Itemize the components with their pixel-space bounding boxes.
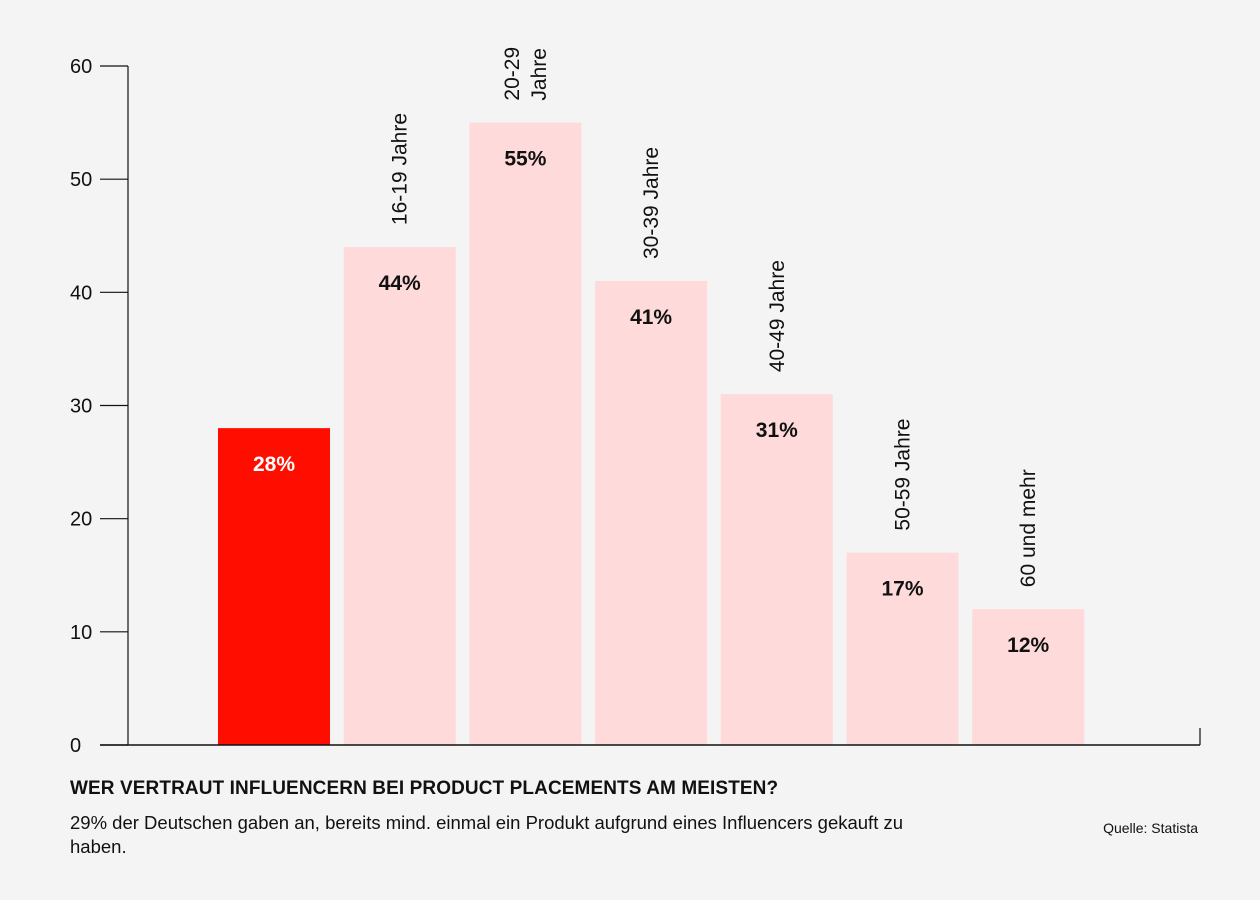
category-label: 20-29 Jahre xyxy=(501,47,551,101)
bar-value-label: 44% xyxy=(379,272,421,295)
category-label: 16-19 Jahre xyxy=(389,113,412,225)
chart-title: WER VERTRAUT INFLUENCERN BEI PRODUCT PLA… xyxy=(70,778,779,799)
category-label: 50-59 Jahre xyxy=(892,419,915,531)
bar-chart: 0 10 20 30 40 50 60 28% 44% 16-19 Jahre 55% 20-29 J… xyxy=(70,47,1201,757)
y-tick-label: 0 xyxy=(70,735,81,757)
bar xyxy=(218,428,330,745)
bar-value-label: 55% xyxy=(504,148,546,171)
category-label-line: 16-19 Jahre xyxy=(389,113,412,225)
bars: 28% 44% 16-19 Jahre 55% 20-29 Jahre 41% 30-39 J… xyxy=(218,47,1085,746)
bar-value-label: 12% xyxy=(1007,634,1049,657)
category-label: 60 und mehr xyxy=(1017,469,1040,587)
category-label-line: Jahre xyxy=(528,48,551,101)
category-label-line: 20-29 xyxy=(501,47,524,101)
y-tick-label: 30 xyxy=(70,396,92,418)
category-label: 40-49 Jahre xyxy=(766,260,789,372)
bar-value-label: 28% xyxy=(253,453,295,476)
bar xyxy=(972,609,1085,745)
bar-value-label: 41% xyxy=(630,306,672,329)
bar xyxy=(846,552,959,745)
x-axis xyxy=(100,728,1201,746)
y-tick-label: 60 xyxy=(70,56,92,78)
y-axis: 0 10 20 30 40 50 60 xyxy=(70,56,129,757)
bar xyxy=(343,247,456,746)
category-label-line: 50-59 Jahre xyxy=(892,419,915,531)
bar xyxy=(720,394,833,745)
category-label-line: 40-49 Jahre xyxy=(766,260,789,372)
bar xyxy=(595,281,708,745)
bar-value-label: 17% xyxy=(881,578,923,601)
source-note: Quelle: Statista xyxy=(1103,820,1198,836)
category-label-line: 30-39 Jahre xyxy=(640,147,663,259)
chart-subtitle: 29% der Deutschen gaben an, bereits mind… xyxy=(70,812,904,857)
y-tick-label: 20 xyxy=(70,509,92,531)
bar xyxy=(469,122,582,746)
bar-value-label: 31% xyxy=(756,419,798,442)
y-tick-label: 10 xyxy=(70,622,92,644)
y-tick-label: 40 xyxy=(70,282,92,304)
y-tick-label: 50 xyxy=(70,169,92,191)
category-label: 30-39 Jahre xyxy=(640,147,663,259)
category-label-line: 60 und mehr xyxy=(1017,469,1040,587)
